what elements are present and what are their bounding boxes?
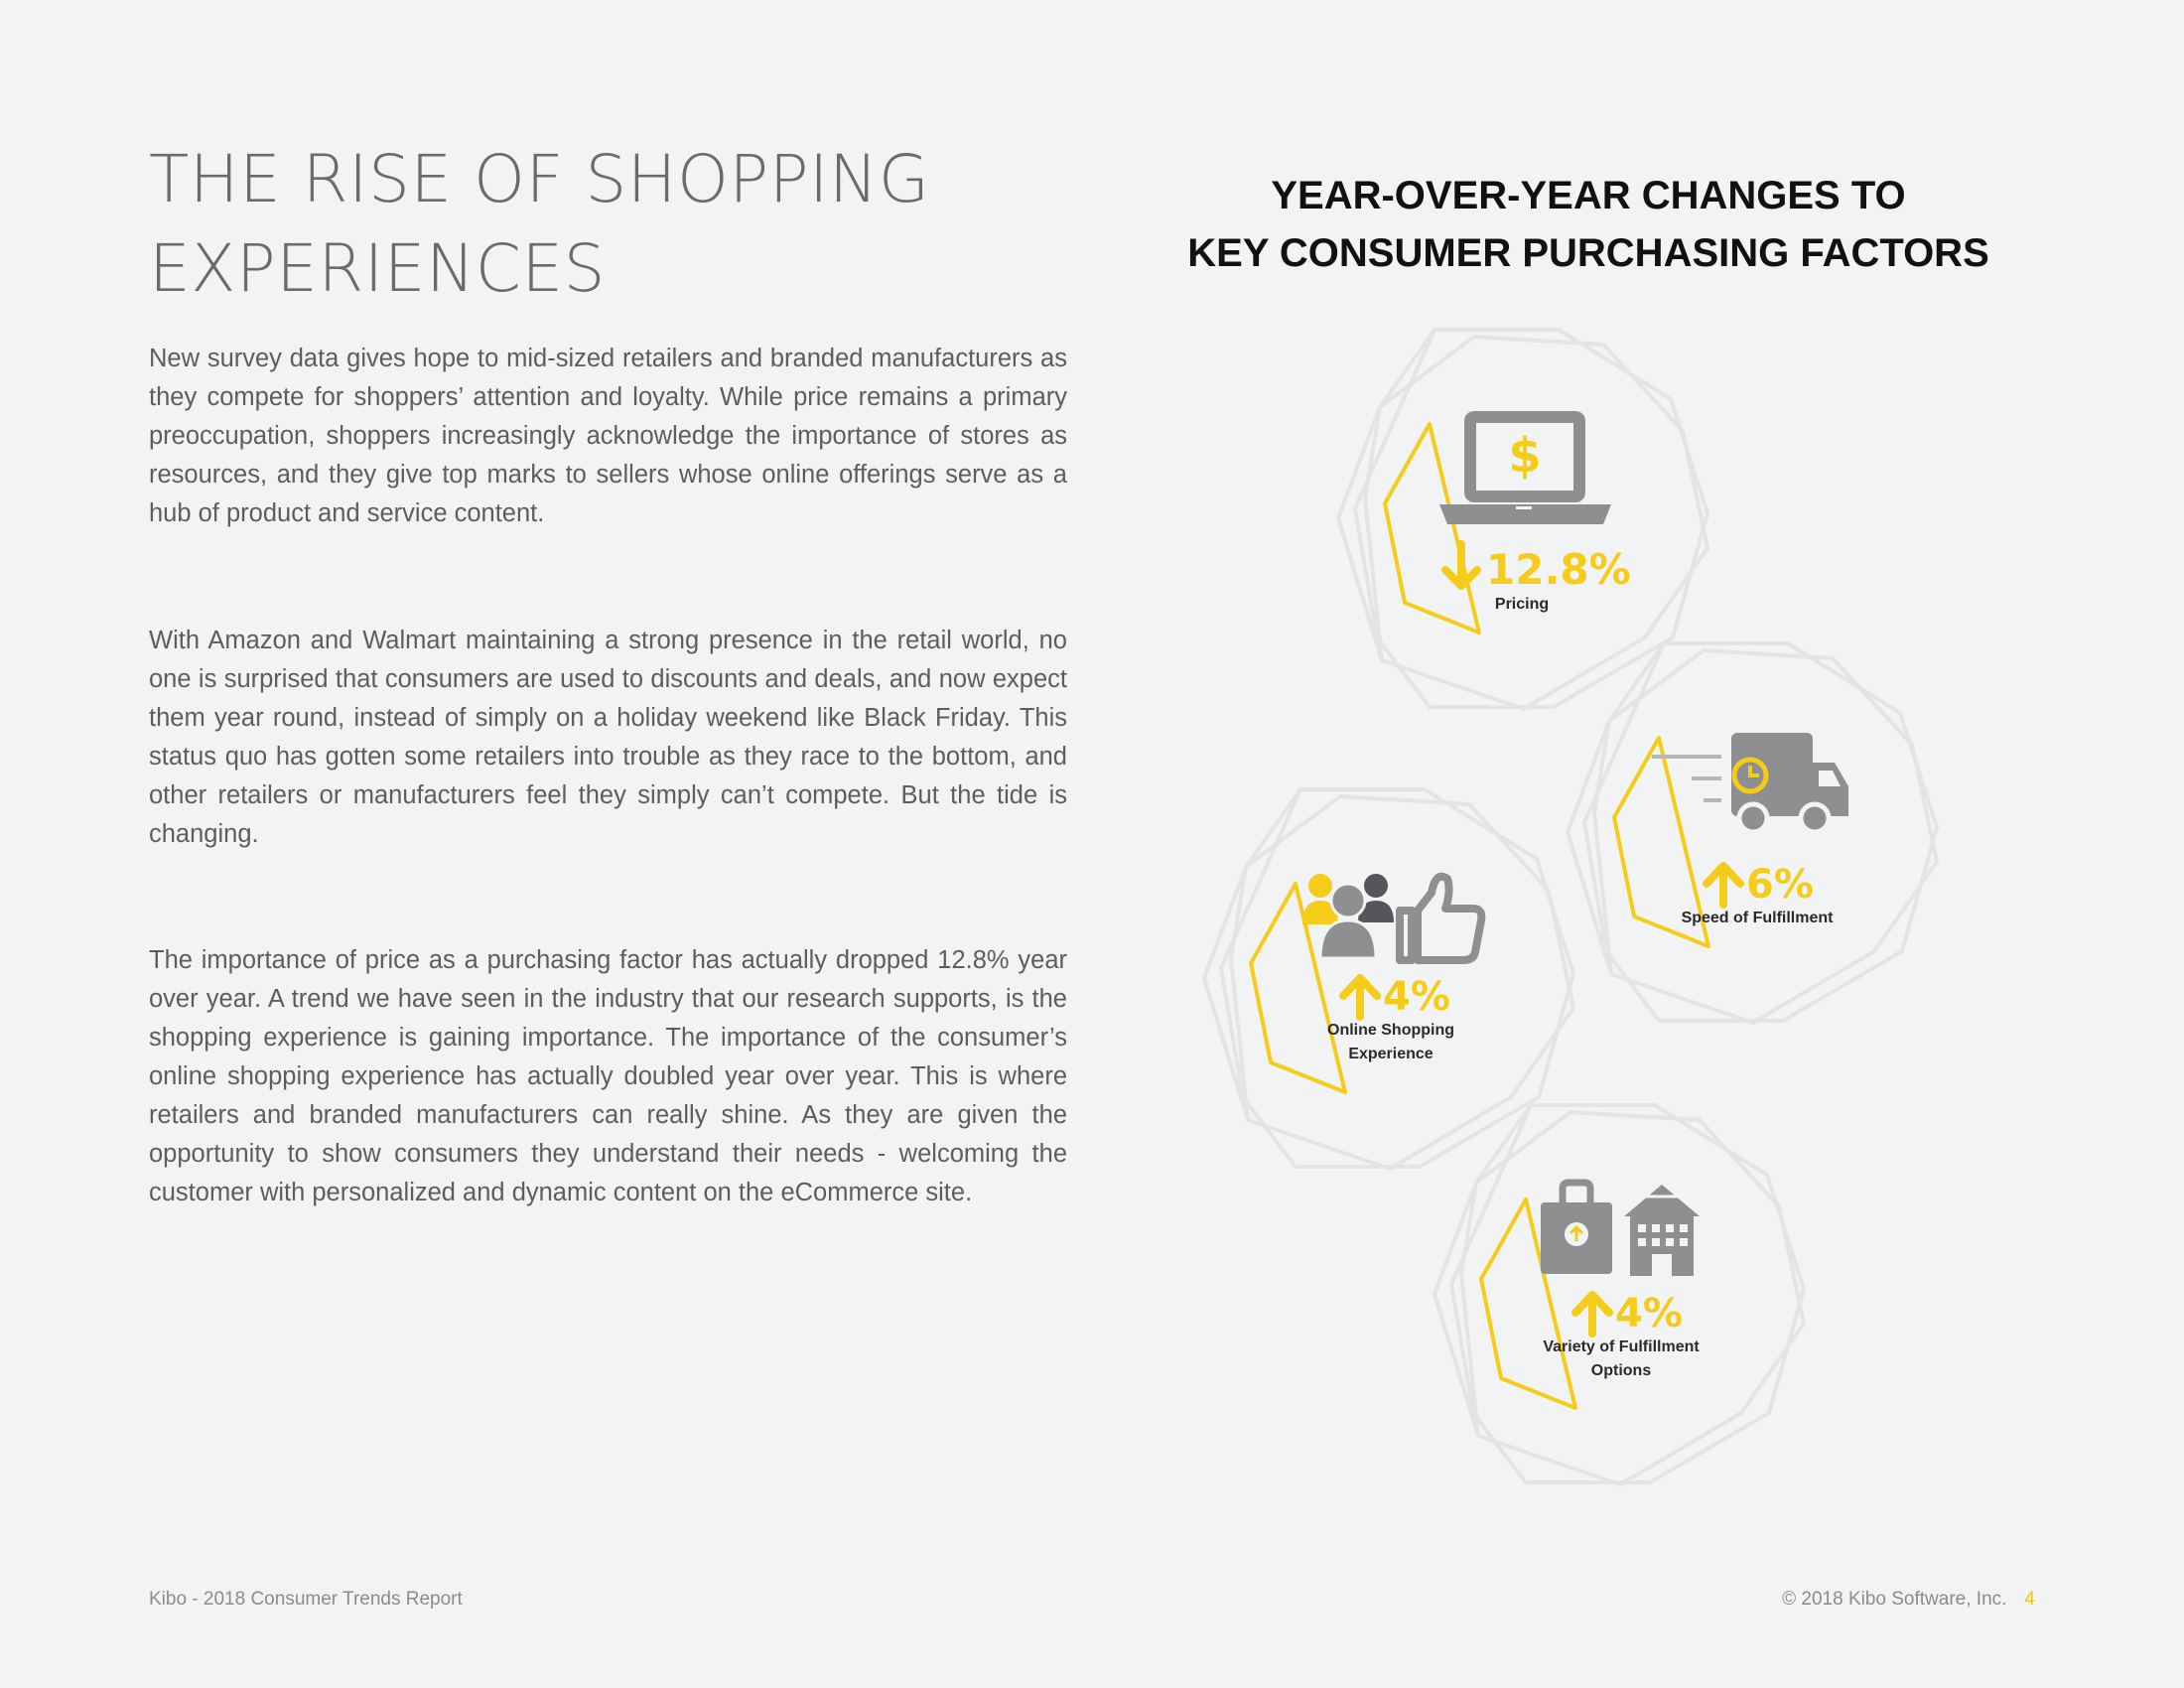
page-title: THE RISE OF SHOPPING EXPERIENCES	[149, 135, 1102, 314]
speed-change-value: 6%	[1746, 862, 1814, 908]
factor-node-variety-of-fulfillment-options: 4% Variety of Fulfillment Options	[1433, 1103, 1806, 1486]
body-paragraph-3: The importance of price as a purchasing …	[149, 946, 1067, 1206]
footer-report-title: Kibo - 2018 Consumer Trends Report	[149, 1589, 463, 1610]
online-experience-change-value: 4%	[1383, 974, 1450, 1020]
dollar-sign: $	[1508, 428, 1541, 484]
page-title-line-1: THE RISE OF SHOPPING	[149, 141, 930, 217]
page-title-line-2: EXPERIENCES	[149, 230, 606, 307]
variety-label-line-2: Options	[1591, 1362, 1652, 1379]
laptop-dollar-icon: $	[1439, 411, 1611, 524]
pricing-label: Pricing	[1495, 596, 1549, 613]
online-experience-label-line-2: Experience	[1348, 1046, 1433, 1062]
infographic-title-line-1: YEAR-OVER-YEAR CHANGES TO	[1271, 174, 1906, 217]
infographic-title-line-2: KEY CONSUMER PURCHASING FACTORS	[1187, 231, 1989, 275]
up-arrow-icon	[1339, 974, 1381, 1021]
bag-building-icon	[1541, 1179, 1700, 1276]
body-paragraph-2: With Amazon and Walmart maintaining a st…	[149, 627, 1067, 848]
up-arrow-icon	[1703, 862, 1744, 909]
online-experience-label-line-1: Online Shopping	[1327, 1022, 1454, 1039]
variety-label-line-1: Variety of Fulfillment	[1543, 1338, 1700, 1355]
footer-copyright: © 2018 Kibo Software, Inc. 4	[1782, 1589, 2035, 1611]
page-number: 4	[2024, 1589, 2035, 1610]
pricing-change-value: 12.8%	[1486, 545, 1631, 594]
down-arrow-icon	[1441, 540, 1481, 590]
speed-label: Speed of Fulfillment	[1682, 910, 1835, 926]
up-arrow-icon	[1571, 1291, 1613, 1337]
body-paragraph-1: New survey data gives hope to mid-sized …	[149, 345, 1067, 527]
copyright-text: © 2018 Kibo Software, Inc.	[1782, 1589, 2007, 1610]
factor-node-online-shopping-experience: 4% Online Shopping Experience	[1202, 787, 1575, 1171]
factor-node-pricing: $ 12.8% Pricing	[1336, 328, 1709, 711]
delivery-truck-icon	[1652, 733, 1848, 835]
factor-node-speed-of-fulfillment: 6% Speed of Fulfillment	[1566, 641, 1939, 1025]
people-thumbs-up-icon	[1302, 872, 1486, 964]
variety-change-value: 4%	[1615, 1291, 1683, 1336]
infographic-title: YEAR-OVER-YEAR CHANGES TO KEY CONSUMER P…	[1142, 167, 2035, 282]
